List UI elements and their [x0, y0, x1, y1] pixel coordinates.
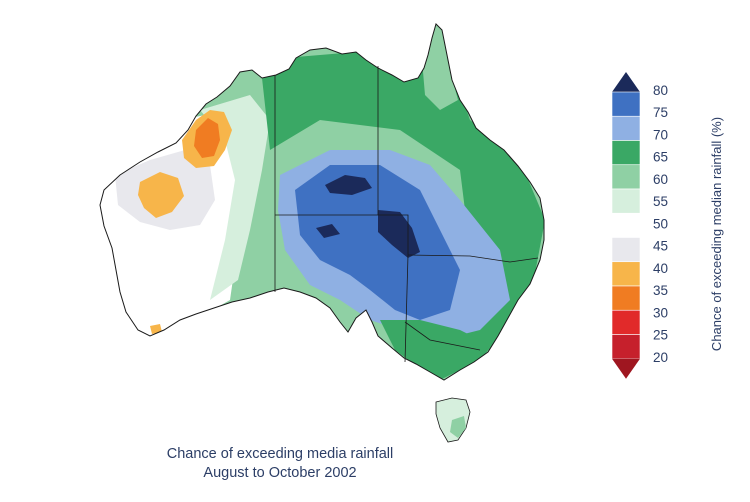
south-east-green-region [380, 320, 490, 380]
sa-nsw-vic-border [404, 254, 409, 363]
qld-nsw-border [407, 254, 539, 263]
pilbara-orange [138, 172, 184, 218]
central-blue-region [295, 165, 460, 320]
map-caption-period: August to October 2002 [203, 465, 357, 481]
sa-qld-border [378, 214, 409, 255]
tasmania-green-patch [450, 416, 466, 438]
dark-blue-core-south [378, 210, 420, 258]
nsw-vic-border [404, 321, 481, 351]
west-light-green-band [200, 95, 270, 300]
map-caption-title: Chance of exceeding media rainfall [166, 446, 394, 462]
kimberley-dark-orange [194, 118, 220, 158]
cape-york-light-green [422, 30, 458, 110]
state-borders [274, 66, 539, 363]
dark-blue-core-north [325, 175, 372, 195]
dark-blue-core-west [316, 224, 340, 238]
south-west-orange-dot [150, 324, 162, 334]
